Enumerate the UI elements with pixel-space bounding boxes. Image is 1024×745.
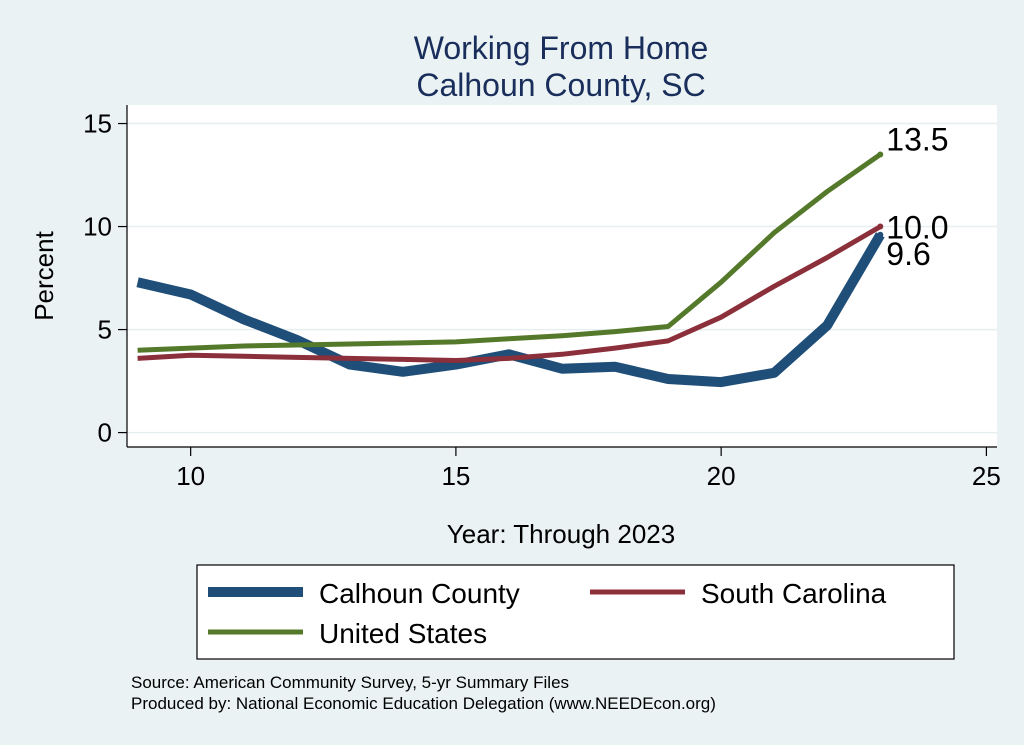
end-label-united-states: 13.5 bbox=[886, 121, 948, 157]
y-tick-label-0: 0 bbox=[98, 418, 112, 448]
y-axis-label: Percent bbox=[29, 230, 59, 320]
x-tick-label-15: 15 bbox=[441, 461, 470, 491]
y-tick-label-15: 15 bbox=[83, 109, 112, 139]
y-tick-label-10: 10 bbox=[83, 212, 112, 242]
plot-area bbox=[127, 105, 997, 447]
chart-title: Working From Home bbox=[414, 30, 709, 66]
end-point-south-carolina bbox=[877, 223, 884, 230]
series-lines bbox=[136, 151, 885, 388]
x-axis-label: Year: Through 2023 bbox=[447, 519, 675, 549]
series-line-south-carolina bbox=[137, 224, 882, 363]
y-tick-label-5: 5 bbox=[98, 315, 112, 345]
x-tick-label-25: 25 bbox=[972, 461, 1001, 491]
end-point-calhoun bbox=[877, 231, 884, 238]
axes: 0 5 10 15 10 15 20 25 bbox=[83, 105, 1001, 491]
legend: Calhoun County South Carolina United Sta… bbox=[196, 564, 955, 660]
legend-box bbox=[196, 564, 955, 660]
x-tick-label-20: 20 bbox=[707, 461, 736, 491]
legend-label-united-states: United States bbox=[319, 618, 487, 649]
chart-subtitle: Calhoun County, SC bbox=[416, 67, 705, 103]
end-labels: 9.610.0 13.5 bbox=[886, 121, 948, 271]
series-line-calhoun bbox=[136, 232, 885, 388]
source-note: Source: American Community Survey, 5-yr … bbox=[131, 673, 569, 692]
end-point-united-states bbox=[877, 151, 884, 158]
end-label-calhoun: 9.6 bbox=[886, 236, 930, 272]
legend-label-south-carolina: South Carolina bbox=[701, 578, 887, 609]
producer-note: Produced by: National Economic Education… bbox=[131, 694, 716, 713]
legend-label-calhoun: Calhoun County bbox=[319, 578, 520, 609]
x-tick-label-10: 10 bbox=[176, 461, 205, 491]
series-line-united-states bbox=[137, 152, 882, 353]
end-label-south-carolina: 10.0 bbox=[886, 210, 948, 246]
